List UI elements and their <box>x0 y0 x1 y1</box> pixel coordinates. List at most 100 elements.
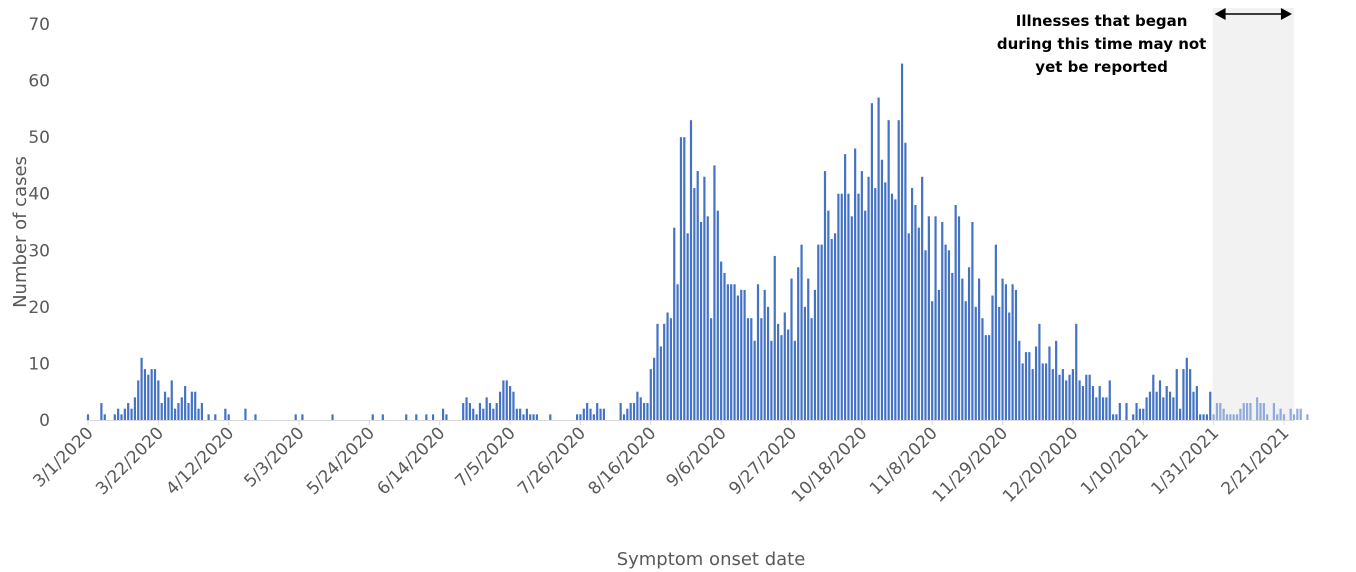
case-bar <box>331 414 334 420</box>
case-bar <box>1028 352 1031 420</box>
x-tick-label: 1/10/2021 <box>1077 423 1153 499</box>
case-bar <box>706 216 709 420</box>
case-bar <box>1162 397 1165 420</box>
case-bar <box>1276 414 1279 420</box>
case-bar <box>1132 414 1135 420</box>
case-bar <box>163 391 167 420</box>
case-bar <box>425 414 428 420</box>
case-bar <box>689 120 693 421</box>
case-bar <box>100 403 103 420</box>
case-bar <box>1235 414 1239 420</box>
case-bar <box>817 244 820 420</box>
case-bar <box>800 244 803 420</box>
y-tick-label: 50 <box>28 128 50 148</box>
case-bar <box>653 357 656 420</box>
x-tick-label: 1/31/2021 <box>1147 423 1223 499</box>
case-bar <box>442 408 445 420</box>
case-bar <box>509 386 512 420</box>
case-bar <box>1179 408 1182 420</box>
case-bar <box>1242 403 1245 420</box>
case-bar <box>227 414 230 420</box>
x-tick-label: 3/1/2020 <box>29 423 97 491</box>
case-bar <box>897 120 900 421</box>
case-bar <box>810 318 813 420</box>
case-bar <box>1279 408 1282 420</box>
case-bar <box>512 391 515 420</box>
case-bar <box>1068 374 1071 420</box>
case-bar <box>740 289 743 420</box>
case-bar <box>998 306 1001 420</box>
case-bar <box>415 414 418 420</box>
case-bar <box>150 369 153 420</box>
y-tick-label: 20 <box>28 298 50 318</box>
case-bar <box>1266 414 1269 420</box>
case-bar <box>1098 386 1101 420</box>
case-bar <box>592 414 595 420</box>
case-bar <box>103 414 106 420</box>
x-tick-label: 7/26/2020 <box>514 423 590 499</box>
case-bar <box>743 289 746 420</box>
case-bar <box>957 216 961 420</box>
case-bar <box>947 250 951 420</box>
case-bar <box>1018 340 1021 420</box>
case-bar <box>994 244 997 420</box>
case-bar <box>693 188 696 420</box>
case-bar <box>1031 369 1034 420</box>
case-bar <box>1168 391 1172 420</box>
case-bar <box>127 403 130 420</box>
case-bar <box>951 272 954 420</box>
x-tick-label: 3/22/2020 <box>92 423 168 499</box>
case-bar <box>532 414 535 420</box>
case-bar <box>780 335 783 420</box>
case-bar <box>1148 391 1152 420</box>
x-tick-label: 9/6/2020 <box>663 423 731 491</box>
case-bar <box>1155 391 1158 420</box>
case-bar <box>1249 403 1252 420</box>
case-bar <box>890 193 894 420</box>
x-axis-title: Symptom onset date <box>617 549 806 570</box>
case-bar <box>200 403 203 420</box>
case-bar <box>1182 369 1185 420</box>
case-bar <box>854 148 857 420</box>
case-bar <box>1051 369 1054 420</box>
case-bar <box>643 403 646 420</box>
case-bar <box>723 272 726 420</box>
case-bar <box>1021 363 1024 420</box>
case-bar <box>1091 386 1095 420</box>
case-bar <box>431 414 435 420</box>
case-bar <box>1055 340 1058 420</box>
case-bar <box>857 193 860 420</box>
y-tick-label: 70 <box>28 15 50 35</box>
case-bar <box>1115 414 1118 420</box>
case-bar <box>1212 414 1215 420</box>
case-bar <box>519 408 522 420</box>
case-bar <box>596 403 599 420</box>
case-bar <box>763 289 766 420</box>
case-bar <box>813 289 817 420</box>
y-axis-title: Number of cases <box>10 156 31 308</box>
case-bar <box>1001 278 1004 420</box>
case-bar <box>515 408 518 420</box>
case-bar <box>1172 397 1175 420</box>
case-bar <box>1011 284 1014 420</box>
case-bar <box>478 403 482 420</box>
case-bar <box>934 216 937 420</box>
case-bar <box>847 193 850 420</box>
case-bar <box>984 335 987 420</box>
case-bar <box>529 414 532 420</box>
case-bar <box>964 301 967 420</box>
y-tick-label: 60 <box>28 72 50 92</box>
case-bar <box>445 414 448 420</box>
case-bar <box>1095 397 1098 420</box>
double-arrow-icon <box>1214 8 1292 20</box>
case-bar <box>502 380 505 420</box>
case-bar <box>482 408 485 420</box>
case-bar <box>1078 380 1081 420</box>
case-bar <box>549 414 552 420</box>
case-bar <box>207 414 210 420</box>
case-bar <box>974 306 977 420</box>
case-bar <box>294 414 297 420</box>
case-bar <box>468 403 471 420</box>
case-bar <box>756 284 760 420</box>
